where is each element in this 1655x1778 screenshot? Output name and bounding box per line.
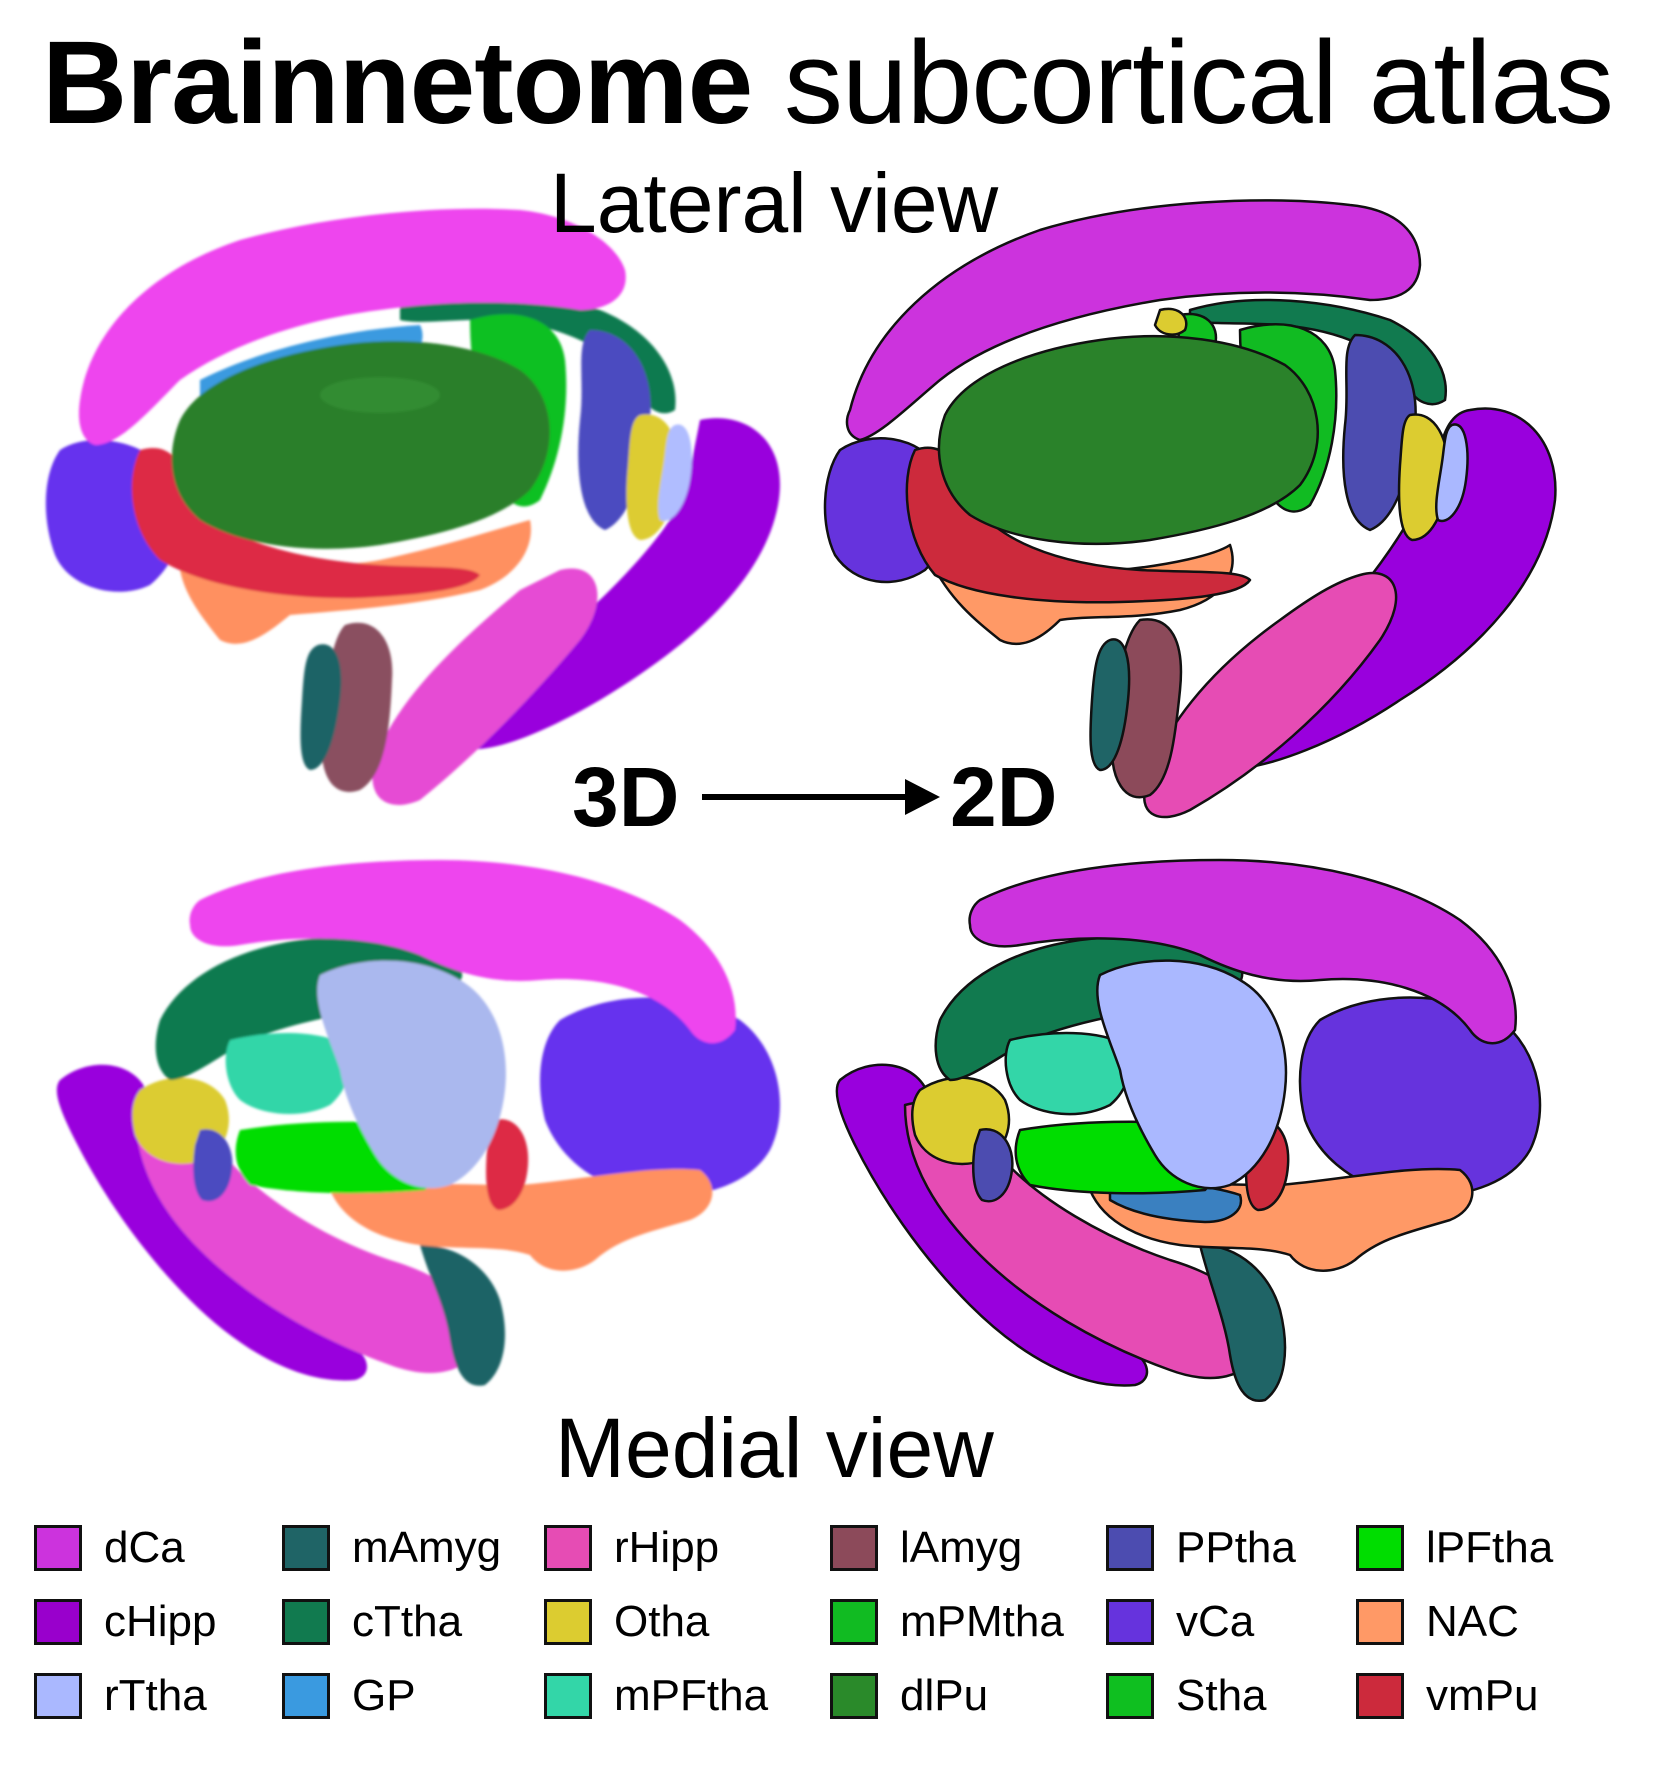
legend-label: lPFtha <box>1426 1523 1554 1572</box>
legend-item-nac: NAC <box>1356 1594 1519 1650</box>
legend-label: dlPu <box>900 1671 989 1720</box>
lateral-3d-highlight <box>320 377 440 413</box>
legend-label: mPMtha <box>900 1597 1064 1646</box>
lateral-3d-dlpu <box>171 341 550 549</box>
legend-label: cHipp <box>104 1597 217 1646</box>
legend-label: vmPu <box>1426 1671 1539 1720</box>
legend-label: PPtha <box>1176 1523 1296 1572</box>
medial-3d-mpftha <box>225 1033 350 1115</box>
medial-3d-pptha <box>193 1129 233 1202</box>
lateral-2d-diagram <box>823 199 1557 819</box>
legend-swatch <box>544 1525 592 1571</box>
legend-swatch <box>34 1525 82 1571</box>
legend-swatch <box>1106 1525 1154 1571</box>
legend-item-rhipp: rHipp <box>544 1520 719 1576</box>
legend-item-mamyg: mAmyg <box>282 1520 501 1576</box>
legend-item-lpftha: lPFtha <box>1356 1520 1553 1576</box>
lateral-3d-dca <box>78 208 626 445</box>
lateral-2d-dlpu <box>937 334 1319 546</box>
legend-label: mPFtha <box>614 1671 769 1720</box>
lateral-3d-mamyg <box>300 644 342 770</box>
legend-item-lamyg: lAmyg <box>830 1520 1022 1576</box>
title-bold: Brainnetome <box>41 17 753 149</box>
lateral-3d-rhipp <box>372 568 598 806</box>
medial-3d-dca <box>189 860 736 1044</box>
legend-item-gp: GP <box>282 1668 416 1724</box>
lateral-3d-rttha <box>658 424 692 521</box>
legend-swatch <box>282 1673 330 1719</box>
legend-item-vmpu: vmPu <box>1356 1668 1538 1724</box>
lateral-2d-rttha <box>1435 423 1469 523</box>
lateral-3d-vmpu <box>131 448 480 599</box>
legend-swatch <box>1106 1599 1154 1645</box>
medial-2d-mamyg <box>1198 1243 1287 1403</box>
legend-label: lAmyg <box>900 1523 1023 1572</box>
lateral-3d-cttha <box>400 291 676 414</box>
legend-item-mpmtha: mPMtha <box>830 1594 1064 1650</box>
medial-2d-dca <box>968 858 1517 1045</box>
legend: dCa cHipp rTtha mAmyg cTtha GP rHipp Oth… <box>34 1520 1634 1760</box>
legend-item-rttha: rTtha <box>34 1668 207 1724</box>
medial-3d-vmpu <box>486 1119 529 1210</box>
medial-2d-rttha <box>1096 959 1288 1190</box>
medial-2d-mpftha <box>1004 1031 1131 1116</box>
legend-item-stha: Stha <box>1106 1668 1267 1724</box>
lateral-2d-dca <box>845 199 1422 442</box>
legend-swatch <box>34 1599 82 1645</box>
legend-label: rTtha <box>104 1671 207 1720</box>
legend-swatch <box>830 1599 878 1645</box>
medial-3d-rttha <box>317 960 506 1189</box>
legend-swatch <box>1106 1673 1154 1719</box>
figure-title: Brainnetome subcortical atlas <box>0 18 1655 148</box>
lateral-2d-rhipp <box>1142 571 1398 819</box>
legend-item-cttha: cTtha <box>282 1594 462 1650</box>
legend-swatch <box>1356 1599 1404 1645</box>
lateral-2d-pptha <box>1342 333 1417 532</box>
legend-swatch <box>544 1599 592 1645</box>
lateral-3d-render <box>45 208 780 806</box>
legend-item-chipp: cHipp <box>34 1594 217 1650</box>
legend-label: Otha <box>614 1597 710 1646</box>
legend-item-vca: vCa <box>1106 1594 1254 1650</box>
legend-label: cTtha <box>352 1597 463 1646</box>
legend-label: GP <box>352 1671 416 1720</box>
legend-swatch <box>830 1673 878 1719</box>
legend-item-dca: dCa <box>34 1520 185 1576</box>
lateral-view-label: Lateral view <box>550 156 999 250</box>
legend-item-otha: Otha <box>544 1594 709 1650</box>
legend-swatch <box>282 1525 330 1571</box>
medial-2d-diagram <box>835 858 1542 1403</box>
label-2d: 2D <box>950 750 1058 844</box>
title-rest: subcortical atlas <box>752 17 1614 149</box>
medial-3d-nac <box>330 1168 713 1271</box>
medial-view-label: Medial view <box>555 1401 994 1495</box>
legend-label: vCa <box>1176 1597 1255 1646</box>
legend-swatch <box>830 1525 878 1571</box>
legend-swatch <box>1356 1673 1404 1719</box>
legend-item-dlpu: dlPu <box>830 1668 988 1724</box>
legend-label: rHipp <box>614 1523 720 1572</box>
medial-3d-vca <box>540 997 780 1196</box>
legend-swatch <box>1356 1525 1404 1571</box>
legend-item-pptha: PPtha <box>1106 1520 1296 1576</box>
legend-label: Stha <box>1176 1671 1267 1720</box>
legend-swatch <box>34 1673 82 1719</box>
legend-item-mpftha: mPFtha <box>544 1668 768 1724</box>
lateral-2d-otha-top <box>1153 307 1188 336</box>
label-3d: 3D <box>572 750 680 844</box>
arrow-head <box>905 779 940 815</box>
medial-3d-render <box>56 860 780 1386</box>
medial-2d-pptha <box>972 1127 1014 1203</box>
legend-swatch <box>544 1673 592 1719</box>
legend-label: dCa <box>104 1523 185 1572</box>
legend-swatch <box>282 1599 330 1645</box>
medial-3d-chipp <box>56 1064 367 1381</box>
medial-3d-mamyg <box>420 1245 505 1386</box>
legend-label: mAmyg <box>352 1523 502 1572</box>
lateral-2d-mamyg <box>1089 638 1131 772</box>
transform-arrow <box>702 779 940 815</box>
legend-label: NAC <box>1426 1597 1519 1646</box>
